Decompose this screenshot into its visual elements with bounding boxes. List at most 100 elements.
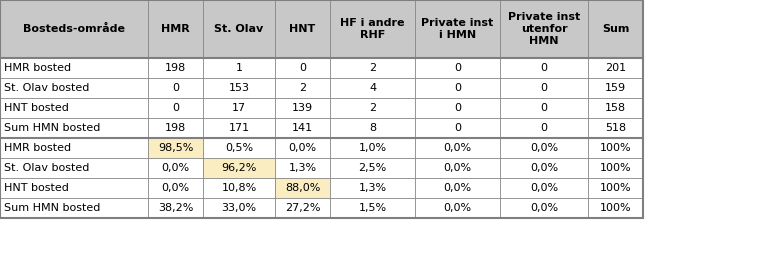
Bar (0, 198, 148, 218)
Bar (588, 178, 643, 198)
Bar (500, 118, 588, 138)
Text: HMR: HMR (161, 24, 190, 34)
Bar (0, 98, 148, 118)
Text: 1,5%: 1,5% (358, 203, 387, 213)
Text: 88,0%: 88,0% (285, 183, 320, 193)
Bar (330, 58, 415, 78)
Text: 38,2%: 38,2% (158, 203, 193, 213)
Bar (148, 178, 203, 198)
Bar (500, 178, 588, 198)
Text: HF i andre
RHF: HF i andre RHF (340, 18, 405, 40)
Text: HMR bosted: HMR bosted (4, 143, 71, 153)
Text: 10,8%: 10,8% (222, 183, 257, 193)
Text: 518: 518 (605, 123, 626, 133)
Text: 100%: 100% (600, 143, 631, 153)
Bar (500, 198, 588, 218)
Text: 158: 158 (605, 103, 626, 113)
Bar (275, 198, 330, 218)
Text: Sum HMN bosted: Sum HMN bosted (4, 123, 100, 133)
Text: Bosteds-område: Bosteds-område (23, 24, 125, 34)
Bar (203, 138, 275, 158)
Text: 17: 17 (232, 103, 246, 113)
Text: 171: 171 (228, 123, 250, 133)
Bar (330, 138, 415, 158)
Text: 2: 2 (369, 103, 376, 113)
Bar (148, 198, 203, 218)
Text: 0: 0 (540, 103, 548, 113)
Bar (0, 138, 148, 158)
Bar (148, 0, 203, 58)
Text: 0,0%: 0,0% (530, 203, 558, 213)
Bar (500, 78, 588, 98)
Bar (588, 118, 643, 138)
Bar (330, 118, 415, 138)
Bar (588, 198, 643, 218)
Bar (588, 58, 643, 78)
Text: 198: 198 (165, 123, 186, 133)
Bar (500, 158, 588, 178)
Text: 0: 0 (454, 83, 461, 93)
Text: 159: 159 (605, 83, 626, 93)
Text: 0,5%: 0,5% (225, 143, 253, 153)
Text: 4: 4 (369, 83, 376, 93)
Bar (203, 58, 275, 78)
Bar (275, 138, 330, 158)
Bar (415, 178, 500, 198)
Text: 1,3%: 1,3% (289, 163, 316, 173)
Bar (588, 0, 643, 58)
Text: 0: 0 (540, 63, 548, 73)
Bar (275, 98, 330, 118)
Bar (275, 78, 330, 98)
Text: 0: 0 (540, 123, 548, 133)
Text: 27,2%: 27,2% (285, 203, 320, 213)
Bar (588, 138, 643, 158)
Bar (0, 0, 148, 58)
Text: 0,0%: 0,0% (530, 143, 558, 153)
Text: 33,0%: 33,0% (222, 203, 257, 213)
Bar (0, 58, 148, 78)
Bar (415, 138, 500, 158)
Bar (500, 0, 588, 58)
Text: 0,0%: 0,0% (530, 163, 558, 173)
Bar (415, 78, 500, 98)
Text: 0,0%: 0,0% (161, 183, 189, 193)
Bar (275, 0, 330, 58)
Text: Sum: Sum (602, 24, 630, 34)
Text: Private inst
i HMN: Private inst i HMN (422, 18, 494, 40)
Bar (203, 198, 275, 218)
Bar (588, 78, 643, 98)
Text: 141: 141 (292, 123, 313, 133)
Text: 0,0%: 0,0% (443, 143, 471, 153)
Text: St. Olav bosted: St. Olav bosted (4, 83, 89, 93)
Bar (588, 98, 643, 118)
Bar (0, 158, 148, 178)
Text: 0: 0 (454, 103, 461, 113)
Text: 0,0%: 0,0% (530, 183, 558, 193)
Bar (500, 98, 588, 118)
Text: 201: 201 (605, 63, 626, 73)
Bar (203, 118, 275, 138)
Bar (330, 98, 415, 118)
Bar (148, 158, 203, 178)
Text: 0: 0 (172, 83, 179, 93)
Text: 0,0%: 0,0% (161, 163, 189, 173)
Bar (415, 98, 500, 118)
Text: 139: 139 (292, 103, 313, 113)
Bar (275, 158, 330, 178)
Bar (203, 78, 275, 98)
Text: 1: 1 (235, 63, 242, 73)
Bar (203, 98, 275, 118)
Bar (0, 178, 148, 198)
Text: Private inst
utenfor
HMN: Private inst utenfor HMN (508, 12, 580, 46)
Text: 0,0%: 0,0% (443, 183, 471, 193)
Text: 0: 0 (454, 63, 461, 73)
Text: 1,3%: 1,3% (358, 183, 387, 193)
Bar (0, 78, 148, 98)
Text: 100%: 100% (600, 203, 631, 213)
Bar (330, 198, 415, 218)
Text: 0,0%: 0,0% (443, 163, 471, 173)
Bar (203, 178, 275, 198)
Bar (275, 118, 330, 138)
Text: HMR bosted: HMR bosted (4, 63, 71, 73)
Text: 0: 0 (540, 83, 548, 93)
